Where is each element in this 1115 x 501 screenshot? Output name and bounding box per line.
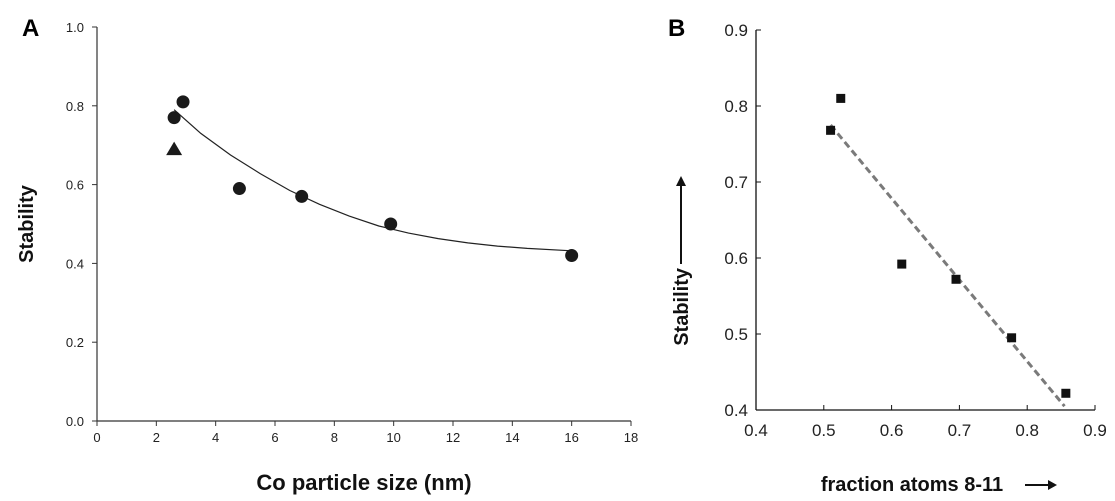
panel-a-x-tick-label: 8 — [331, 430, 338, 445]
panel-b: B 0.4 0.5 0.6 0.7 0.8 0.9 0.4 0.5 0.6 0.7 0.8 0.9 f… — [668, 15, 1107, 496]
panel-b-x-tick-label: 0.5 — [812, 421, 836, 440]
panel-a-points — [166, 95, 579, 263]
panel-b-x-tick-label: 0.4 — [744, 421, 768, 440]
panel-a-letter: A — [22, 15, 39, 42]
panel-b-square-point — [1061, 388, 1071, 398]
panel-b-x-axis-label: fraction atoms 8-11 — [821, 474, 1003, 496]
panel-b-y-tick-label: 0.7 — [724, 173, 748, 192]
panel-a-x-tick-label: 10 — [386, 430, 400, 445]
panel-b-x-tick-label: 0.6 — [880, 421, 904, 440]
panel-a-x-axis-label: Co particle size (nm) — [256, 470, 471, 495]
panel-a-axes — [96, 27, 631, 422]
panel-a-x-tick-label: 18 — [624, 430, 638, 445]
panel-b-y-tick-label: 0.6 — [724, 249, 748, 268]
panel-a-circle-point — [176, 95, 190, 109]
panel-b-square-point — [1007, 333, 1017, 343]
panel-b-y-axis-label: Stability — [671, 267, 693, 346]
panel-a-circle-point — [232, 182, 246, 196]
panel-b-y-tick-label: 0.9 — [724, 21, 748, 40]
panel-b-x-tick-label: 0.7 — [948, 421, 972, 440]
panel-a-y-tick-label: 0.6 — [66, 178, 84, 193]
panel-a-circle-point — [384, 217, 398, 231]
panel-b-y-tick-label: 0.5 — [724, 325, 748, 344]
panel-a: A 0 2 4 6 8 10 12 14 16 18 0.0 0.2 0.4 0.6 0.8 1.0 Co p… — [16, 15, 638, 495]
panel-b-x-tick-label: 0.9 — [1083, 421, 1107, 440]
panel-b-points — [826, 93, 1071, 398]
panel-a-fit-curve — [173, 109, 572, 252]
panel-a-x-tick-label: 4 — [212, 430, 219, 445]
panel-a-x-tick-label: 0 — [93, 430, 100, 445]
panel-b-square-point — [897, 259, 907, 269]
panel-b-letter: B — [668, 15, 685, 42]
panel-a-circle-point — [295, 189, 309, 203]
panel-b-fit-line — [829, 124, 1066, 408]
panel-a-circle-point — [167, 111, 181, 125]
panel-a-y-axis-label: Stability — [16, 184, 38, 263]
panel-a-y-tick-label: 0.4 — [66, 256, 84, 271]
panel-b-square-point — [836, 93, 846, 103]
panel-a-ticks: 0 2 4 6 8 10 12 14 16 18 0.0 0.2 0.4 0.6 0.8 1.0 — [66, 20, 638, 445]
panel-a-y-tick-label: 0.0 — [66, 414, 84, 429]
panel-b-ticks: 0.4 0.5 0.6 0.7 0.8 0.9 0.4 0.5 0.6 0.7 0.8 0.9 — [724, 21, 1106, 440]
panel-b-square-point — [826, 125, 836, 135]
panel-b-y-tick-label: 0.8 — [724, 97, 748, 116]
panel-a-x-tick-label: 12 — [446, 430, 460, 445]
panel-b-x-arrow — [1025, 480, 1057, 490]
panel-a-x-tick-label: 16 — [564, 430, 578, 445]
panel-a-x-tick-label: 14 — [505, 430, 519, 445]
panel-a-circle-point — [565, 249, 579, 263]
panel-a-y-tick-label: 0.2 — [66, 335, 84, 350]
panel-a-triangle-point — [166, 141, 183, 156]
panel-a-y-tick-label: 1.0 — [66, 20, 84, 35]
panel-b-y-arrow — [676, 176, 686, 264]
panel-b-x-tick-label: 0.8 — [1015, 421, 1039, 440]
panel-b-axes — [755, 30, 1095, 411]
panel-a-x-tick-label: 6 — [271, 430, 278, 445]
panel-a-y-tick-label: 0.8 — [66, 99, 84, 114]
panel-b-square-point — [951, 274, 961, 284]
panel-a-x-tick-label: 2 — [153, 430, 160, 445]
panel-b-y-tick-label: 0.4 — [724, 401, 748, 420]
